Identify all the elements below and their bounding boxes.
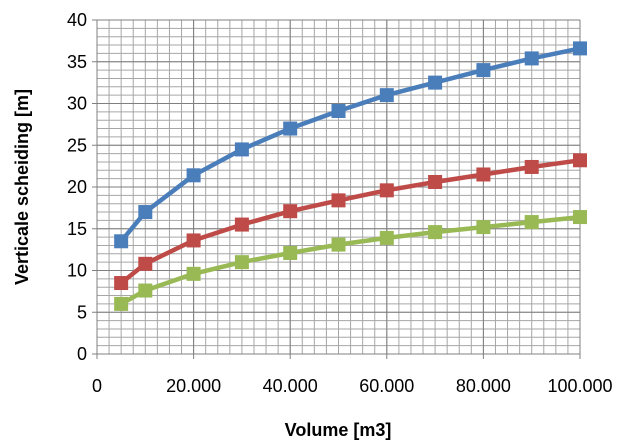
x-tick-label: 0 — [92, 376, 102, 396]
y-tick-label: 10 — [67, 261, 87, 281]
data-point — [283, 204, 298, 219]
data-point — [138, 205, 153, 220]
data-point — [573, 210, 587, 225]
y-tick-label: 25 — [67, 135, 87, 155]
x-tick-label: 100.000 — [547, 376, 612, 396]
y-tick-label: 5 — [77, 302, 87, 322]
data-point — [234, 142, 249, 157]
y-tick-label: 0 — [77, 344, 87, 364]
data-point — [524, 159, 539, 174]
data-point — [114, 296, 129, 311]
data-point — [234, 255, 249, 270]
tick-labels: 0 5 10 15 20 25 30 35 40 0 20.000 40.000 60.000 80.00… — [67, 10, 613, 396]
data-point — [283, 245, 298, 260]
x-tick-label: 20.000 — [166, 376, 221, 396]
x-tick-label: 40.000 — [263, 376, 318, 396]
y-tick-label: 35 — [67, 52, 87, 72]
x-axis-title: Volume [m3] — [285, 420, 392, 440]
data-point — [331, 237, 346, 252]
data-point — [428, 75, 443, 90]
x-tick-label: 60.000 — [359, 376, 414, 396]
data-point — [138, 256, 153, 271]
y-tick-label: 15 — [67, 219, 87, 239]
data-point — [428, 225, 443, 240]
data-point — [379, 230, 394, 245]
data-point — [476, 167, 491, 182]
data-point — [186, 266, 201, 281]
axes — [92, 19, 581, 359]
data-point — [476, 63, 491, 78]
data-point — [524, 215, 539, 230]
series-3 — [114, 210, 587, 311]
data-point — [186, 168, 201, 183]
series-1 — [114, 41, 587, 249]
y-tick-label: 30 — [67, 94, 87, 114]
data-point — [331, 104, 346, 119]
data-point — [379, 183, 394, 198]
data-point — [573, 41, 587, 56]
grid — [96, 19, 581, 355]
data-point — [428, 174, 443, 189]
y-tick-label: 20 — [67, 177, 87, 197]
data-point — [114, 234, 129, 249]
data-point — [114, 276, 129, 291]
x-tick-label: 80.000 — [456, 376, 511, 396]
y-tick-label: 40 — [67, 10, 87, 30]
data-point — [138, 283, 153, 298]
data-point — [379, 88, 394, 103]
data-point — [331, 193, 346, 208]
data-point — [186, 233, 201, 248]
data-point — [234, 217, 249, 232]
data-point — [524, 51, 539, 66]
data-point — [476, 220, 491, 235]
data-point — [573, 153, 587, 168]
series-layer — [114, 41, 587, 311]
y-axis-title: Verticale scheiding [m] — [12, 89, 32, 285]
series-2 — [114, 153, 587, 291]
data-point — [283, 121, 298, 136]
